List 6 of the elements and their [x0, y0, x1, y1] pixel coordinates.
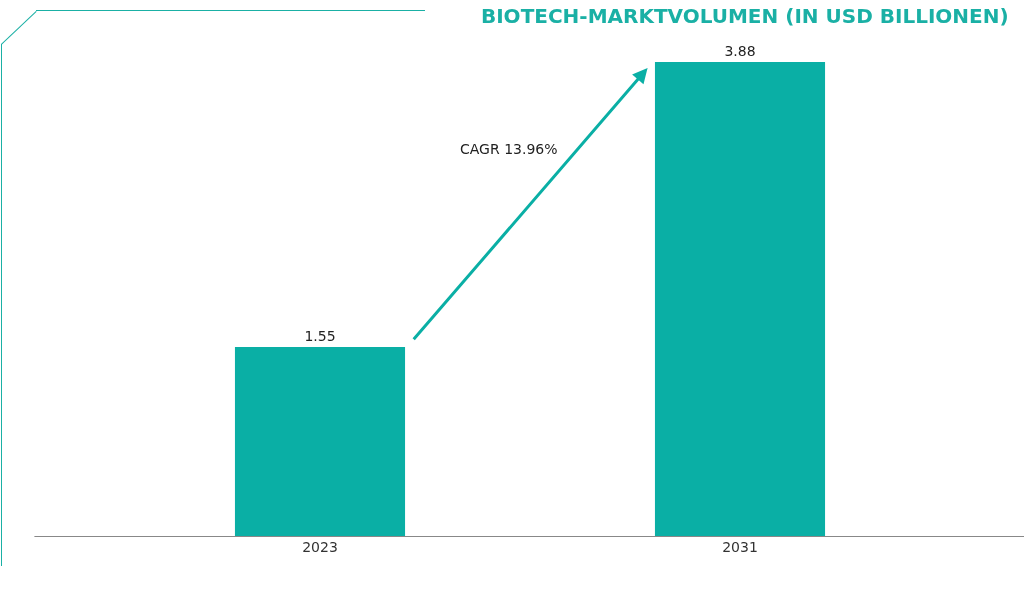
x-tick-label: 2031	[722, 539, 758, 555]
chart-title: BIOTECH-MARKTVOLUMEN (IN USD BILLIONEN)	[480, 4, 1009, 29]
data-label: 3.88	[724, 43, 756, 59]
x-tick-label: 2023	[302, 539, 338, 555]
data-label: 1.55	[304, 327, 336, 344]
annotation: CAGR 13.96%	[460, 141, 558, 157]
